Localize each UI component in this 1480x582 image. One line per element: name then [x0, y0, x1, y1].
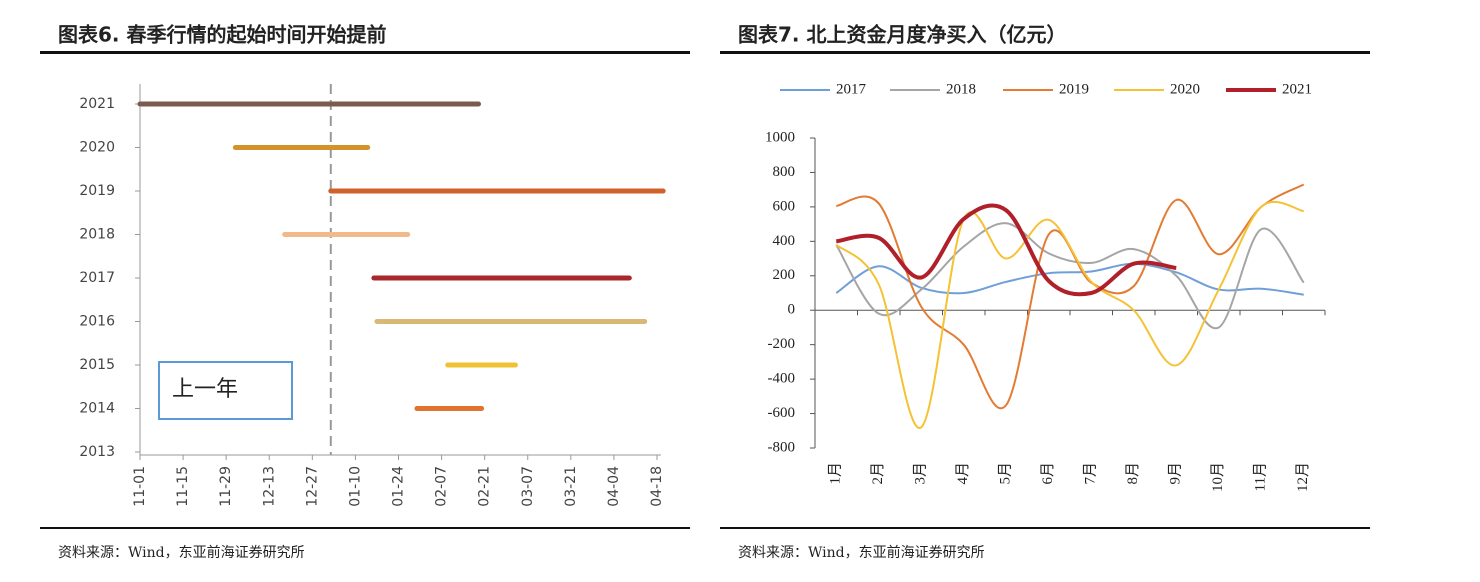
y-tick-label: 400	[773, 233, 796, 249]
y-tick-label: -200	[768, 336, 796, 352]
x-tick-label: 12-27	[304, 466, 320, 507]
y-tick-label: 2016	[79, 314, 115, 330]
chart-title: 图表6. 春季行情的起始时间开始提前	[58, 23, 386, 47]
y-tick-label: 2020	[79, 140, 115, 156]
title-rule	[720, 51, 1370, 54]
y-tick-label: 2017	[79, 270, 115, 286]
x-tick-label: 12-13	[261, 466, 277, 507]
legend-label: 2021	[1282, 81, 1312, 97]
x-tick-label: 11-15	[175, 466, 191, 507]
y-tick-label: 200	[773, 267, 796, 283]
x-tick-label: 2月	[870, 462, 886, 485]
y-tick-label: 2018	[79, 227, 115, 243]
x-tick-label: 02-21	[477, 466, 493, 507]
x-tick-label: 8月	[1125, 462, 1141, 485]
x-tick-label: 01-24	[391, 466, 407, 507]
series-line	[835, 262, 1304, 296]
chart-title: 图表7. 北上资金月度净买入（亿元）	[738, 23, 1066, 47]
y-tick-label: 1000	[765, 129, 795, 145]
y-tick-label: 2013	[79, 444, 115, 460]
x-tick-label: 10月	[1210, 462, 1226, 492]
y-tick-label: 2019	[79, 183, 115, 199]
x-tick-label: 04-04	[606, 466, 622, 507]
series-line	[835, 183, 1305, 410]
x-tick-label: 4月	[955, 462, 971, 485]
y-tick-label: 600	[773, 198, 796, 214]
legend-label: 2020	[1170, 81, 1200, 97]
x-tick-label: 12月	[1295, 462, 1311, 492]
y-tick-label: -400	[768, 371, 796, 387]
source: 资料来源：Wind，东亚前海证券研究所	[58, 544, 305, 561]
legend-label: 2018	[946, 81, 976, 97]
x-tick-label: 03-07	[520, 466, 536, 507]
x-tick-label: 6月	[1040, 462, 1056, 485]
x-tick-label: 3月	[913, 462, 929, 485]
legend-label: 2017	[836, 81, 867, 97]
y-tick-label: 800	[773, 164, 796, 180]
y-tick-label: 2021	[79, 96, 115, 112]
y-tick-label: 0	[788, 302, 796, 318]
series-line	[835, 200, 1305, 429]
x-tick-label: 11月	[1253, 462, 1269, 491]
x-tick-label: 01-10	[347, 466, 363, 507]
x-tick-label: 11-29	[218, 466, 234, 507]
bottom-rule	[40, 527, 690, 529]
y-tick-label: 2015	[79, 357, 115, 373]
title-rule	[40, 51, 690, 54]
x-tick-label: 7月	[1083, 462, 1099, 485]
x-tick-label: 11-01	[132, 466, 148, 507]
annotation-box	[158, 361, 293, 420]
bottom-rule	[720, 527, 1370, 529]
legend-label: 2019	[1059, 81, 1089, 97]
x-tick-label: 04-18	[649, 466, 665, 507]
y-tick-label: 2014	[79, 401, 115, 417]
y-tick-label: -600	[768, 405, 796, 421]
x-tick-label: 5月	[998, 462, 1014, 485]
source: 资料来源：Wind，东亚前海证券研究所	[738, 544, 985, 561]
x-tick-label: 9月	[1168, 462, 1184, 485]
annotation: 上一年	[172, 377, 238, 402]
x-tick-label: 1月	[828, 462, 844, 485]
series-line	[835, 203, 1177, 297]
x-tick-label: 03-21	[563, 466, 579, 507]
y-tick-label: -800	[768, 439, 796, 455]
x-tick-label: 02-07	[434, 466, 450, 507]
